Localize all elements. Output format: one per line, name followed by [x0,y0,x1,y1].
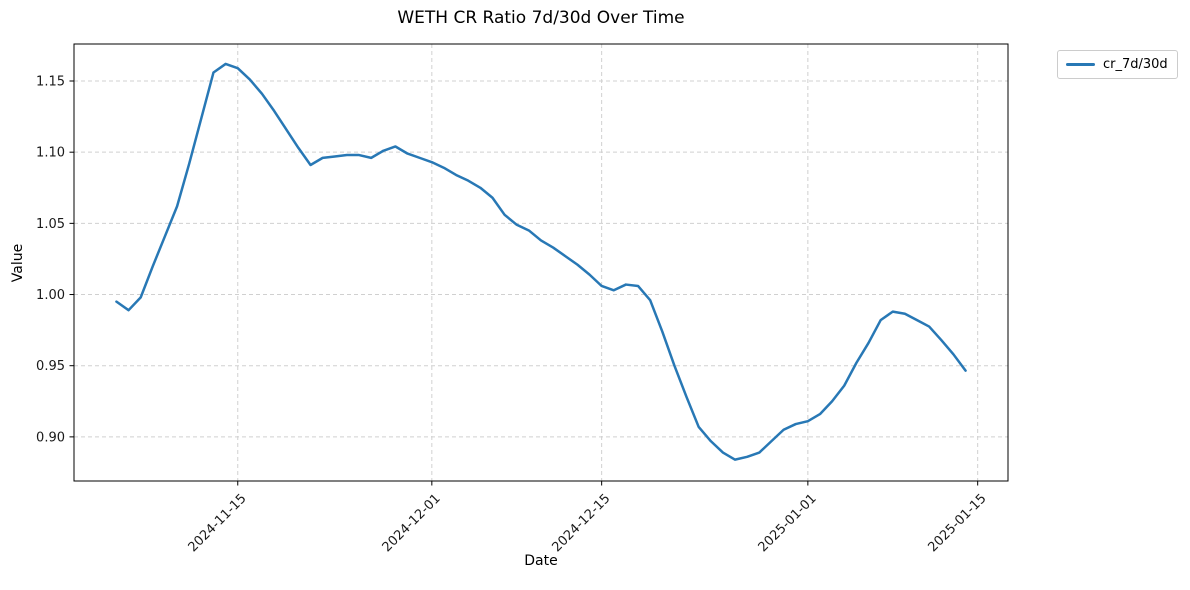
legend-label: cr_7d/30d [1103,57,1168,72]
y-tick-label: 1.05 [36,217,65,232]
legend-line-sample-icon [1066,63,1095,66]
x-tick-label: 2025-01-15 [925,491,989,555]
series-line [115,62,967,461]
y-tick-label: 0.90 [36,430,65,445]
legend: cr_7d/30d [1057,50,1178,79]
y-axis-label: Value [10,243,26,283]
x-axis-label: Date [524,553,558,569]
x-tick-label: 2024-11-15 [186,491,250,555]
y-tick-label: 0.95 [36,359,65,374]
axes-frame [73,43,1009,482]
chart-title: WETH CR Ratio 7d/30d Over Time [397,8,685,28]
y-tick-label: 1.15 [36,75,65,90]
axis-ticks [69,80,979,486]
tick-labels: 0.90 0.95 1.00 1.05 1.10 1.15 2024-11-15 2024-1… [36,75,989,556]
x-tick-label: 2024-12-15 [549,491,613,555]
y-tick-label: 1.00 [36,288,65,303]
gridlines [74,44,1008,481]
x-tick-label: 2024-12-01 [380,491,444,555]
y-tick-label: 1.10 [36,146,65,161]
x-tick-label: 2025-01-01 [756,491,820,555]
